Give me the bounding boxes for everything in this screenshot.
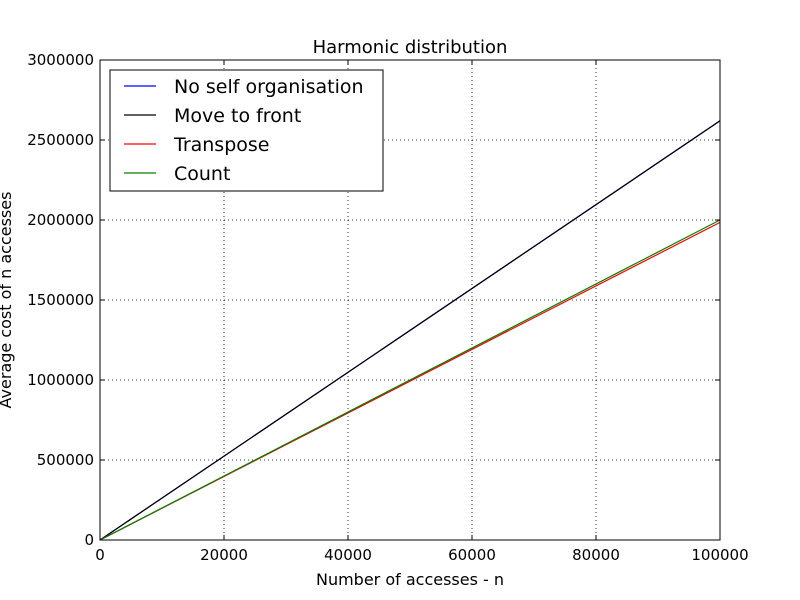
y-tick-label: 3000000 [27, 51, 94, 69]
x-axis-title: Number of accesses - n [316, 570, 504, 589]
x-tick-label: 0 [95, 546, 105, 564]
x-tick-label: 100000 [691, 546, 748, 564]
y-tick-label: 1500000 [27, 291, 94, 309]
y-axis-title: Average cost of n accesses [0, 192, 15, 409]
chart-title: Harmonic distribution [313, 37, 508, 58]
y-tick-label: 0 [84, 531, 94, 549]
legend-box [109, 69, 384, 192]
y-tick-label: 2500000 [27, 131, 94, 149]
series-layer [99, 120, 721, 541]
series-line-count [99, 219, 721, 541]
series-line-move-to-front [99, 120, 721, 541]
x-tick-label: 40000 [324, 546, 372, 564]
x-tick-labels: 0 20000 40000 60000 80000 100000 [95, 546, 748, 564]
ticks [99, 59, 721, 541]
legend-label-transpose: Transpose [173, 134, 269, 156]
y-tick-label: 1000000 [27, 371, 94, 389]
legend-label-move-to-front: Move to front [174, 105, 301, 127]
legend-label-count: Count [174, 163, 230, 185]
legend: No self organisation Move to front Transpo… [109, 69, 384, 192]
y-tick-label: 500000 [37, 451, 94, 469]
x-tick-label: 80000 [572, 546, 620, 564]
x-tick-label: 20000 [200, 546, 248, 564]
y-tick-labels: 0 500000 1000000 1500000 2000000 2500000 30000… [27, 51, 94, 549]
x-tick-label: 60000 [448, 546, 496, 564]
y-tick-label: 2000000 [27, 211, 94, 229]
legend-label-no-self-organisation: No self organisation [174, 76, 364, 98]
